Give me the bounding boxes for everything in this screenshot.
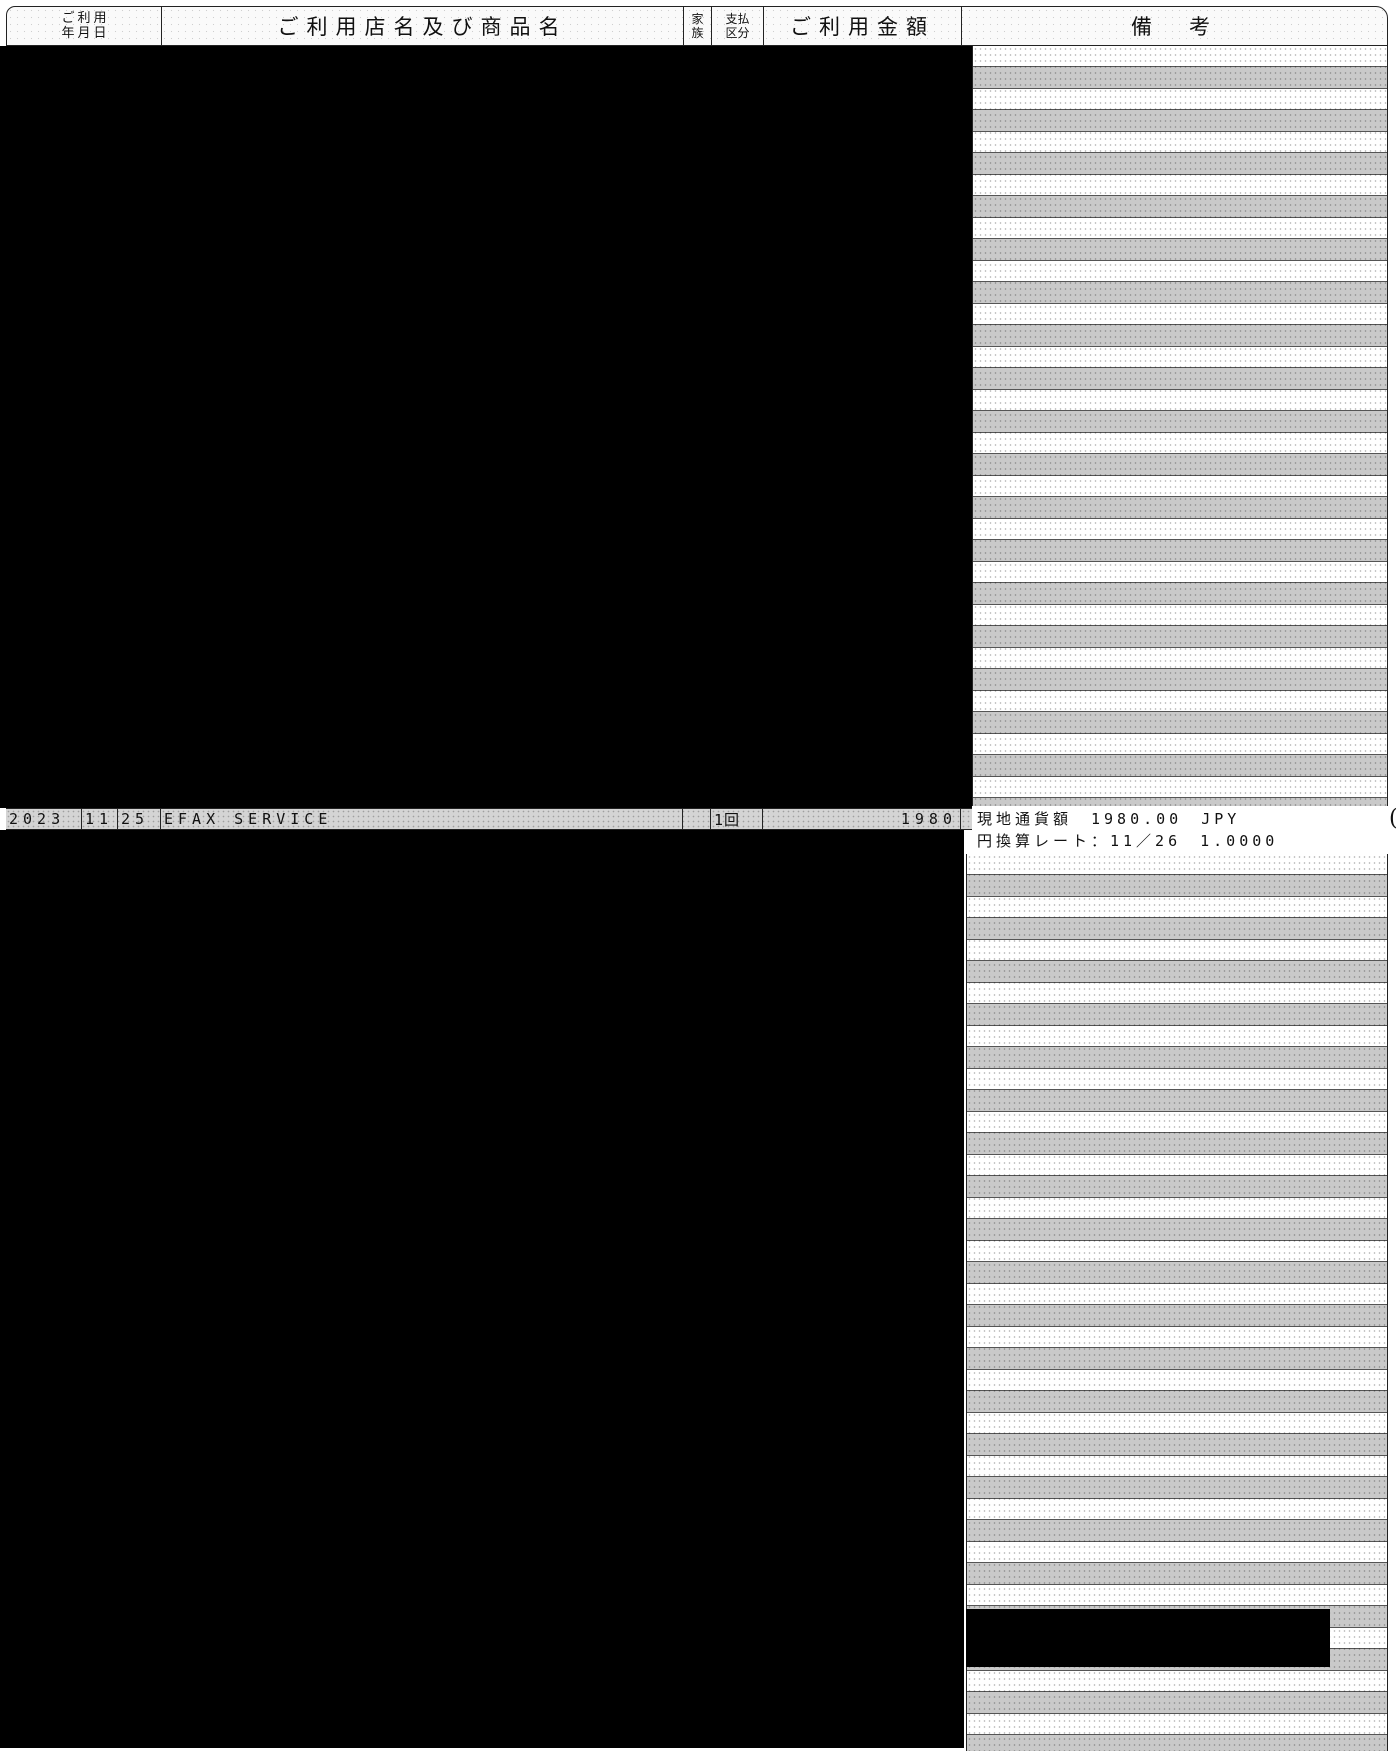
redacted-block-remarks xyxy=(966,1609,1330,1667)
table-header: ご年 利月 用日 ご利用店名及び商品名 家族 支払 区分 ご利用金額 備 考 xyxy=(6,6,1388,46)
header-family-2: 族 xyxy=(691,26,704,40)
remarks-column-lower xyxy=(966,854,1388,1751)
redacted-block-upper xyxy=(0,46,972,808)
header-payment-1: 支払 xyxy=(725,12,750,26)
cell-year: 2023 xyxy=(6,809,82,829)
table-row: 2023 11 25 EFAX SERVICE 1回 1980 xyxy=(6,808,972,830)
header-merchant-label: ご利用店名及び商品名 xyxy=(277,15,568,39)
header-family-1: 家 xyxy=(691,12,704,26)
cell-family xyxy=(683,809,711,829)
margin-bracket-mark: ( xyxy=(1389,806,1397,831)
header-family: 家族 xyxy=(684,7,712,45)
header-payment-2: 区分 xyxy=(725,26,750,40)
remark-exchange-rate: 円換算レート：11／26 1.0000 xyxy=(974,830,1380,851)
cell-merchant: EFAX SERVICE xyxy=(161,809,683,829)
header-date-bottom-2: 月 xyxy=(77,26,91,41)
header-date-bottom-1: 年 xyxy=(61,26,75,41)
cell-payment-type: 1回 xyxy=(711,809,763,829)
header-date-top-1: ご xyxy=(61,11,75,26)
header-amount: ご利用金額 xyxy=(764,7,962,45)
header-merchant: ご利用店名及び商品名 xyxy=(162,7,684,45)
header-date-bottom-3: 日 xyxy=(93,26,107,41)
header-remarks-label: 備 考 xyxy=(1131,15,1218,39)
cell-month: 11 xyxy=(82,809,118,829)
header-remarks: 備 考 xyxy=(962,7,1387,45)
remarks-column-upper xyxy=(972,46,1388,806)
header-date-top-3: 用 xyxy=(93,11,107,26)
header-payment: 支払 区分 xyxy=(712,7,764,45)
header-date-top-2: 利 xyxy=(77,11,91,26)
remark-local-currency: 現地通貨額 1980.00 JPY xyxy=(974,808,1380,829)
header-amount-label: ご利用金額 xyxy=(790,15,935,39)
header-date: ご年 利月 用日 xyxy=(7,7,162,45)
cell-amount: 1980 xyxy=(763,809,961,829)
redacted-block-lower xyxy=(0,830,964,1748)
cell-day: 25 xyxy=(118,809,161,829)
